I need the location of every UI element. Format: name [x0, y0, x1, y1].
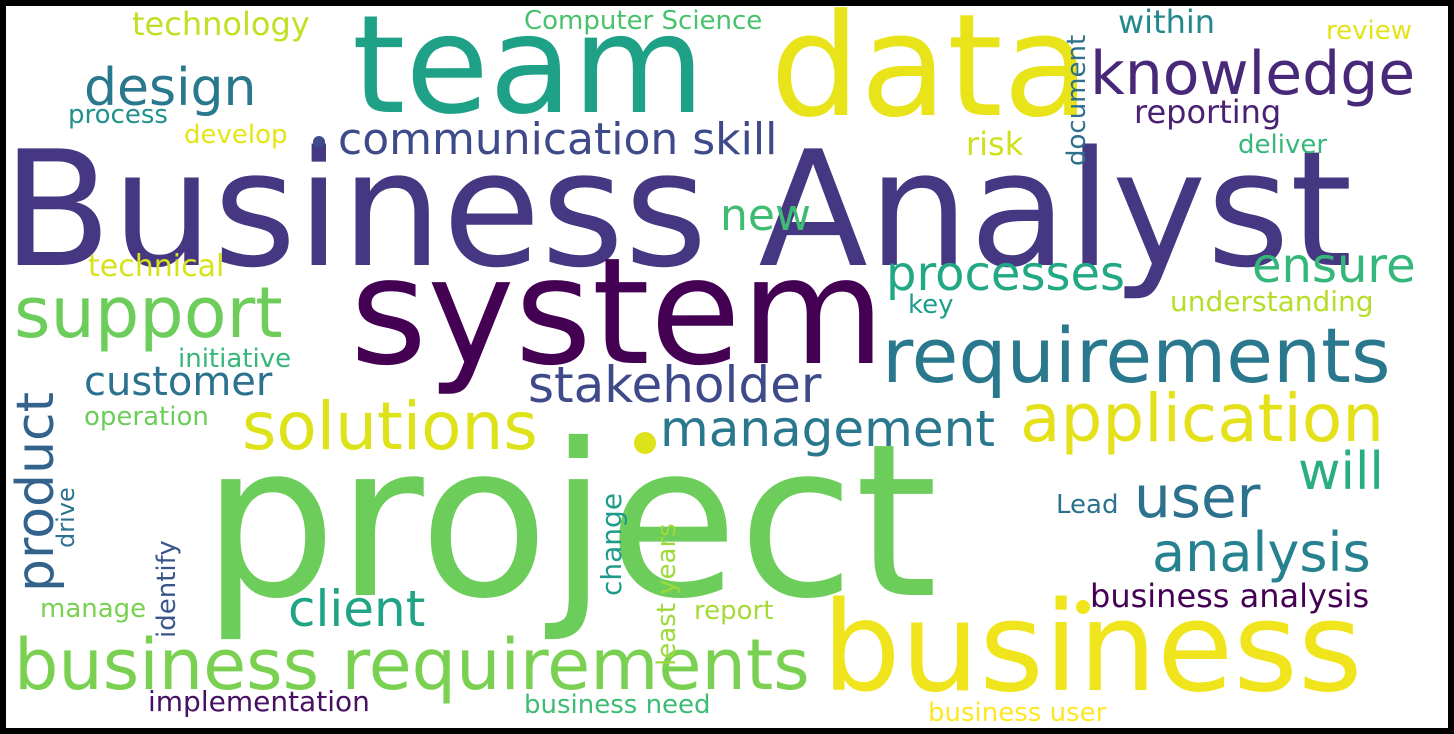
word-risk: risk — [966, 125, 1024, 163]
word-report: report — [694, 596, 774, 626]
word-manage: manage — [40, 594, 147, 624]
word-business-analyst: Business Analyst — [6, 116, 1353, 303]
word-least-years: least years — [652, 523, 682, 666]
word-management: management — [660, 400, 995, 458]
word-design: design — [84, 58, 257, 118]
word-develop: develop — [184, 120, 288, 150]
word-initiative: initiative — [178, 344, 292, 374]
word-customer: customer — [84, 359, 273, 405]
word-implementation: implementation — [148, 685, 370, 718]
word-team: team — [352, 6, 705, 145]
stray-dot — [1076, 600, 1090, 614]
word-data: data — [770, 6, 1090, 149]
word-operation: operation — [84, 402, 209, 432]
word-communication-skill: communication skill — [338, 114, 778, 165]
word-deliver: deliver — [1238, 130, 1328, 160]
word-key: key — [908, 290, 954, 320]
word-review: review — [1326, 16, 1412, 46]
word-application: application — [1020, 380, 1385, 457]
word-business: business — [822, 576, 1363, 720]
word-understanding: understanding — [1170, 285, 1374, 318]
word-requirements: requirements — [882, 311, 1391, 400]
word-cloud: Business Analyst project system team dat… — [6, 6, 1448, 728]
word-processes: processes — [886, 246, 1125, 302]
word-project: project — [202, 398, 938, 645]
word-process: process — [68, 100, 168, 130]
word-business-analysis: business analysis — [1090, 577, 1370, 615]
stray-dot — [634, 432, 656, 454]
word-business-need: business need — [524, 690, 711, 720]
word-within: within — [1118, 6, 1216, 41]
word-analysis: analysis — [1152, 521, 1371, 584]
word-identify: identify — [152, 540, 182, 638]
word-business-requirements: business requirements — [14, 624, 810, 706]
word-system: system — [350, 226, 886, 398]
word-business-user: business user — [928, 698, 1107, 728]
word-change: change — [595, 492, 628, 596]
word-lead: Lead — [1056, 490, 1119, 520]
word-reporting: reporting — [1134, 93, 1282, 131]
word-technology: technology — [132, 6, 310, 43]
word-document: document — [1062, 34, 1092, 166]
word-technical: technical — [88, 249, 225, 284]
word-ensure: ensure — [1252, 238, 1416, 294]
word-stakeholder: stakeholder — [528, 356, 822, 414]
word-support: support — [14, 272, 283, 354]
word-knowledge: knowledge — [1090, 39, 1416, 109]
stray-dot — [313, 136, 325, 148]
word-computer-science: Computer Science — [524, 6, 763, 36]
word-client: client — [288, 580, 426, 638]
word-new: new — [720, 190, 811, 241]
word-will: will — [1298, 442, 1384, 502]
word-drive: drive — [52, 487, 80, 548]
word-user: user — [1134, 463, 1261, 531]
word-solutions: solutions — [242, 388, 538, 465]
